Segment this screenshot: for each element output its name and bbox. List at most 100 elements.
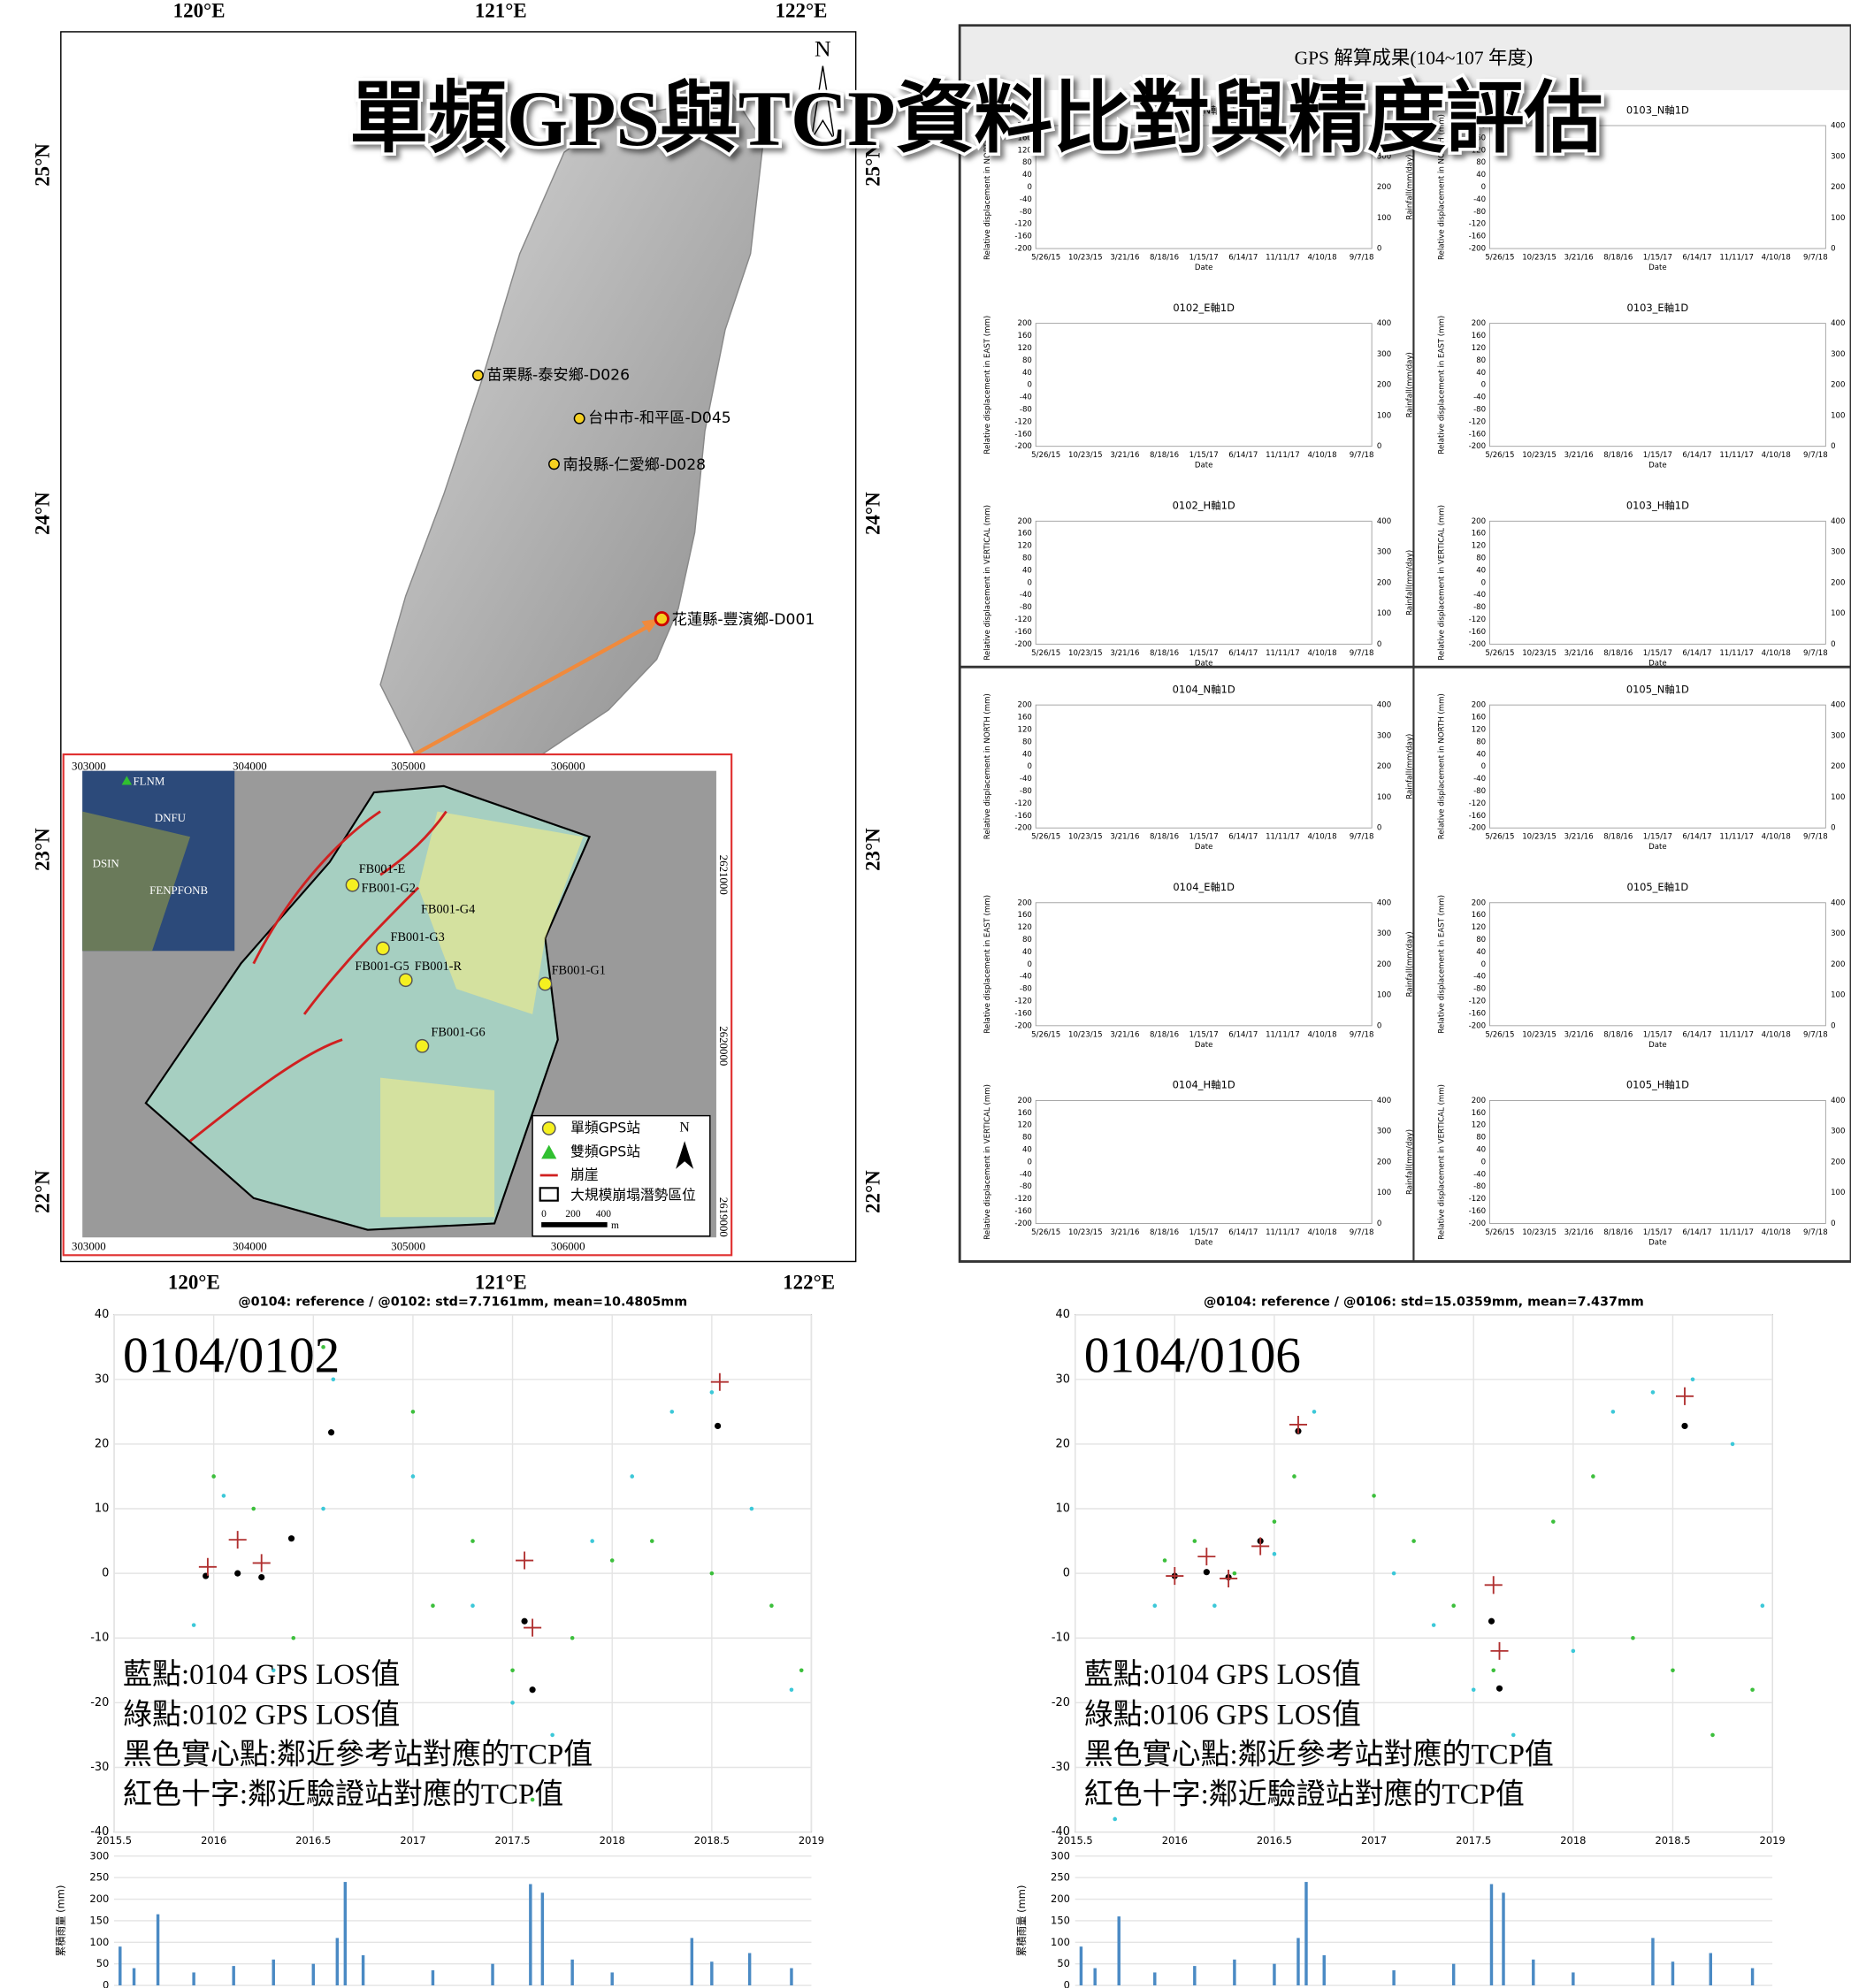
y-tick-label: -30	[1052, 1761, 1070, 1774]
rain-bar	[1080, 1946, 1082, 1985]
rain-bar	[1452, 1964, 1455, 1985]
mini-date-label: 6/14/17	[1682, 254, 1711, 263]
mini-tick-label: 0	[1831, 1021, 1835, 1030]
rain-bar	[1296, 1938, 1299, 1985]
mini-tick-label: -160	[1014, 812, 1032, 821]
mini-tick-label: 80	[1476, 554, 1486, 562]
gps-station	[416, 1040, 428, 1052]
y-tick-label: 250	[1051, 1871, 1070, 1884]
mini-tick-label: 400	[1377, 319, 1391, 328]
mini-date-label: 1/15/17	[1189, 1228, 1219, 1237]
site-label: 苗栗縣-泰安鄉-D026	[486, 366, 630, 384]
y-tick-label: 20	[95, 1437, 109, 1450]
mini-tick-label: -80	[1020, 603, 1032, 612]
legend-label: 雙頻GPS站	[570, 1143, 640, 1160]
x-tick-label: 2015.5	[1058, 1834, 1093, 1847]
mini-tick-label: 160	[1472, 714, 1486, 723]
y-tick-label: 0	[1064, 1979, 1070, 1988]
lon-label: 120°E	[168, 1272, 220, 1294]
rain-bar	[710, 1961, 713, 1985]
y-tick-label: 50	[1057, 1957, 1070, 1969]
point	[510, 1669, 515, 1673]
mini-date-label: 10/23/15	[1068, 1228, 1103, 1237]
mini-date-label: 1/15/17	[1189, 254, 1219, 263]
site-marker	[574, 413, 584, 423]
point	[1273, 1552, 1277, 1556]
mini-tick-label: 0	[1377, 1220, 1381, 1228]
mini-tick-label: 80	[1022, 1134, 1032, 1143]
mini-tick-label: 200	[1831, 381, 1845, 390]
mini-date-label: 5/26/15	[1031, 451, 1060, 460]
mini-tick-label: 300	[1377, 1128, 1391, 1136]
mini-tick-label: -200	[1014, 1220, 1032, 1228]
mini-date-label: 1/15/17	[1189, 451, 1219, 460]
inset-y-label: 2621000	[717, 855, 730, 895]
mini-tick-label: 300	[1831, 929, 1845, 938]
mini-date-label: 8/18/16	[1603, 833, 1633, 842]
point	[590, 1539, 594, 1543]
mini-date-label: 10/23/15	[1068, 451, 1103, 460]
mini-date-label: 8/18/16	[1150, 451, 1179, 460]
y-tick-label: 300	[1051, 1849, 1070, 1862]
mini-tick-label: 120	[1018, 923, 1032, 932]
mini-tick-label: -160	[1014, 1009, 1032, 1018]
rain-bar	[1502, 1892, 1504, 1985]
lat-label: 22°N	[861, 1170, 883, 1213]
mini-y2-label: Rainfall(mm/day)	[1406, 352, 1415, 417]
mini-tick-label: -120	[1469, 998, 1487, 1006]
rain-bar	[1304, 1882, 1307, 1985]
mini-date-label: 10/23/15	[1522, 1228, 1557, 1237]
point	[288, 1535, 294, 1541]
y-tick-label: -20	[90, 1696, 109, 1709]
mini-tick-label: 100	[1831, 411, 1845, 420]
mini-tick-label: -80	[1473, 1182, 1486, 1191]
mini-tick-label: 120	[1018, 344, 1032, 353]
point	[251, 1507, 256, 1511]
point	[328, 1429, 334, 1435]
mini-tick-label: 80	[1476, 936, 1486, 944]
mini-date-label: 6/14/17	[1228, 254, 1258, 263]
mini-tick-label: 100	[1831, 609, 1845, 618]
point	[1488, 1618, 1495, 1625]
mini-date-label: 4/10/18	[1307, 451, 1336, 460]
mini-tick-label: -40	[1020, 1170, 1032, 1179]
chart-title: @0104: reference / @0102: std=7.7161mm, …	[238, 1295, 687, 1309]
mini-date-label: 5/26/15	[1031, 833, 1060, 842]
point	[1152, 1603, 1157, 1608]
rain-bar	[119, 1946, 121, 1985]
mini-date-label: 9/7/18	[1350, 254, 1374, 263]
mini-date-label: 1/15/17	[1643, 649, 1672, 658]
point	[1472, 1687, 1476, 1692]
point	[411, 1474, 416, 1479]
point	[769, 1603, 774, 1608]
point	[1233, 1571, 1237, 1576]
mini-date-label: 8/18/16	[1150, 833, 1179, 842]
gps-station	[539, 977, 551, 990]
mini-tick-label: 0	[1377, 1021, 1381, 1030]
mini-tick-label: -200	[1469, 824, 1487, 833]
mini-date-label: 5/26/15	[1485, 649, 1514, 658]
mini-date-label: 8/18/16	[1603, 1030, 1633, 1039]
mini-date-label: 4/10/18	[1762, 1228, 1791, 1237]
y-tick-label: 100	[89, 1936, 109, 1948]
mini-date-label: 5/26/15	[1031, 1228, 1060, 1237]
rain-bar	[790, 1969, 792, 1985]
mini-tick-label: -200	[1469, 640, 1487, 649]
mini-tick-label: 400	[1831, 701, 1845, 710]
mini-tick-label: 80	[1476, 356, 1486, 365]
mini-date-label: 11/11/17	[1719, 833, 1754, 842]
rain-bar	[691, 1938, 693, 1985]
mini-tick-label: -160	[1469, 812, 1487, 821]
point	[470, 1539, 475, 1543]
mini-tick-label: -80	[1020, 405, 1032, 414]
slide: 苗栗縣-泰安鄉-D026 台中市-和平區-D045 南投縣-仁愛鄉-D028 花…	[0, 0, 1851, 1988]
point-label: FB001-R	[415, 960, 463, 974]
mini-date-label: 9/7/18	[1803, 254, 1828, 263]
mini-x-label: Date	[1195, 264, 1213, 272]
point-label: FB001-E	[359, 862, 406, 876]
point	[1163, 1558, 1167, 1563]
scale-label: 400	[596, 1209, 611, 1220]
mini-date-label: 8/18/16	[1150, 254, 1179, 263]
mini-tick-label: 300	[1377, 350, 1391, 359]
mini-date-label: 10/23/15	[1068, 1030, 1103, 1039]
